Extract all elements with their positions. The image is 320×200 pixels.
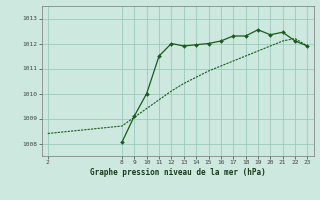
X-axis label: Graphe pression niveau de la mer (hPa): Graphe pression niveau de la mer (hPa) bbox=[90, 168, 266, 177]
